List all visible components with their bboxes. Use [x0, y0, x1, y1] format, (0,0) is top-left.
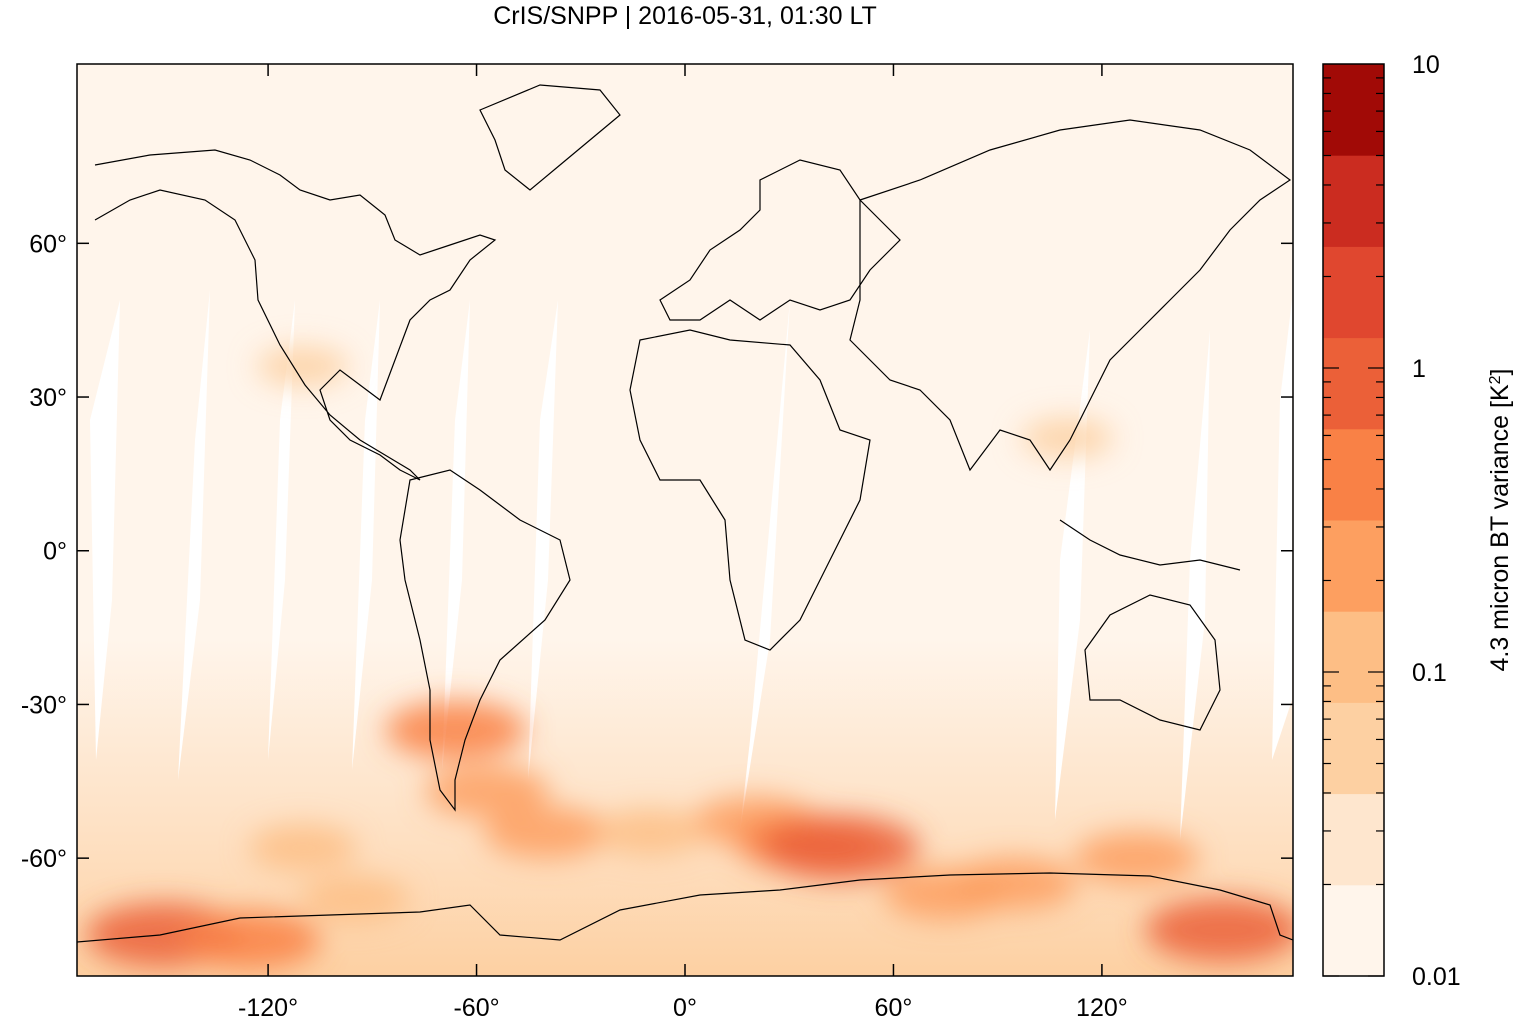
variance-region: [1074, 832, 1199, 885]
x-tick-label: 60°: [875, 994, 913, 1020]
y-axis: 60° 30° 0° -30° -60°: [21, 230, 1293, 873]
variance-region: [484, 806, 609, 859]
variance-region: [1145, 897, 1293, 962]
variance-regions: [85, 346, 1293, 970]
colorbar-band: [1323, 611, 1384, 703]
coastline-antarctica: [77, 872, 1293, 943]
orbit-gap: [1180, 330, 1210, 840]
chart-title: CrIS/SNPP | 2016-05-31, 01:30 LT: [493, 2, 877, 30]
y-tick-label: 30°: [29, 384, 67, 412]
variance-region: [385, 701, 526, 760]
variance-region: [300, 876, 409, 923]
y-tick-label: 0°: [43, 538, 67, 566]
x-tick-label: -60°: [453, 994, 499, 1020]
coastlines: [77, 84, 1293, 943]
orbit-gap: [352, 300, 380, 770]
coastline-asia: [849, 119, 1292, 472]
coastline-africa: [629, 329, 871, 651]
colorbar-frame: [1322, 63, 1385, 977]
y-tick-label: 60°: [29, 230, 67, 258]
coastline-indonesia: [1059, 519, 1241, 571]
colorbar-label-main: 4.3 micron BT variance [K: [1486, 384, 1514, 671]
colorbar-band: [1323, 884, 1384, 977]
plot-area: [77, 64, 1293, 976]
colorbar-band: [1323, 155, 1384, 247]
coastline-australia: [1084, 594, 1221, 731]
colorbar-label-end: ]: [1486, 368, 1514, 375]
orbit-gap: [528, 300, 558, 780]
variance-region: [953, 857, 1078, 910]
x-axis: -120° -60° 0° 60° 120°: [238, 64, 1128, 1020]
x-tick-label: -120°: [238, 994, 298, 1020]
colorbar-tick-label: 10: [1412, 51, 1440, 79]
orbit-gap: [90, 300, 120, 760]
variance-region: [256, 346, 349, 387]
colorbar-band: [1323, 246, 1384, 339]
colorbar-ticks: 10 1 0.1 0.01: [1323, 51, 1461, 991]
orbit-gap: [178, 290, 210, 780]
orbit-gap: [442, 300, 470, 770]
colorbar-tick-label: 0.01: [1412, 963, 1461, 991]
variance-region: [248, 824, 357, 871]
orbit-gap: [1272, 300, 1292, 760]
coastline-europe: [659, 159, 901, 321]
colorbar-band: [1323, 520, 1384, 612]
colorbar-tick-label: 0.1: [1412, 659, 1447, 687]
colorbar-band: [1323, 428, 1384, 521]
colorbar-tick-label: 1: [1412, 355, 1426, 383]
coastline-greenland: [479, 84, 621, 191]
colorbar-band: [1323, 337, 1384, 430]
variance-region: [1021, 418, 1114, 459]
variance-region: [180, 911, 321, 970]
coastline-south-america: [399, 469, 571, 812]
colorbar-bands: [1323, 64, 1384, 977]
colorbar-label-sup: 2: [1487, 375, 1504, 384]
y-tick-label: -60°: [21, 845, 67, 873]
colorbar-band: [1323, 793, 1384, 886]
colorbar-band: [1323, 702, 1384, 795]
x-tick-label: 120°: [1076, 994, 1128, 1020]
y-tick-label: -30°: [21, 691, 67, 719]
colorbar-band: [1323, 64, 1384, 156]
x-tick-label: 0°: [673, 994, 697, 1020]
orbit-gap: [268, 300, 295, 760]
coastline-north-america: [94, 149, 497, 481]
variance-region: [763, 815, 920, 880]
colorbar-label: 4.3 micron BT variance [K2]: [1486, 368, 1514, 671]
variance-region: [596, 809, 705, 856]
colorbar: 10 1 0.1 0.01 4.3 micron BT variance [K2]: [1322, 51, 1514, 991]
